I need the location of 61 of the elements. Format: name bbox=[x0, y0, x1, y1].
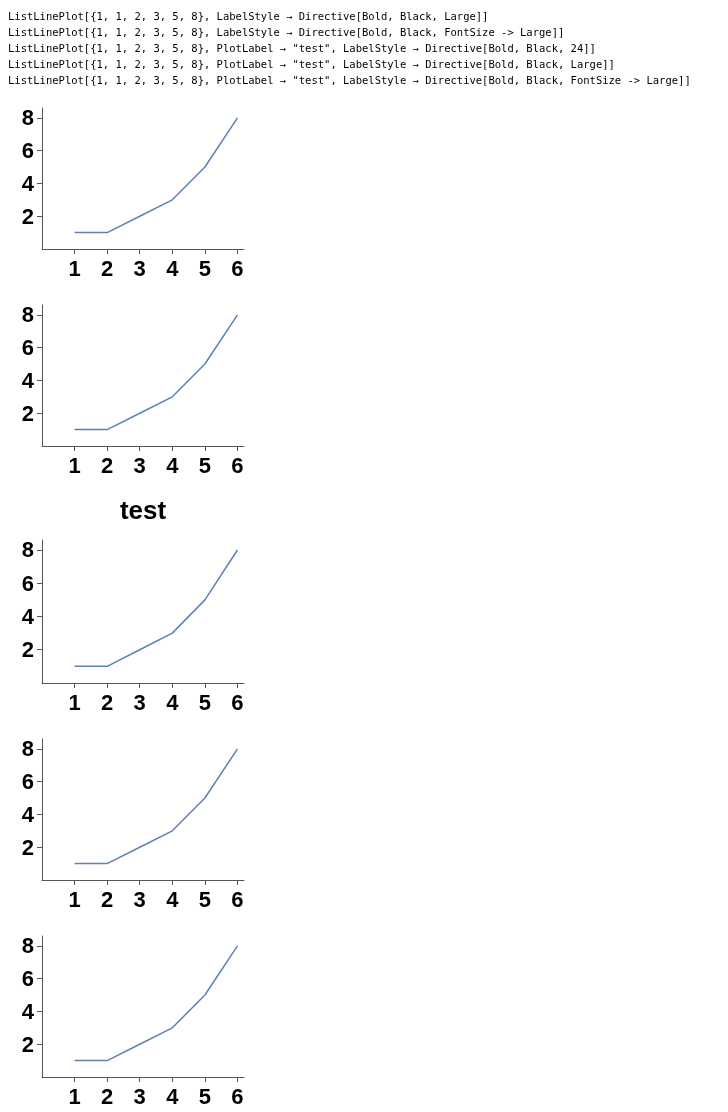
x-tick-label: 1 bbox=[68, 886, 81, 912]
y-tick-label: 2 bbox=[21, 400, 34, 426]
x-tick-label: 4 bbox=[166, 886, 180, 912]
x-tick-label: 3 bbox=[133, 689, 146, 715]
text: ListLinePlot[{1, 1, 2, 3, 5, 8}, PlotLabel → "test", LabelStyle → Directive[Bold, Black, 24]] bbox=[8, 41, 597, 56]
x-tick-label: 5 bbox=[198, 255, 212, 281]
y-tick-label: 2 bbox=[21, 203, 34, 229]
x-tick-label: 3 bbox=[133, 886, 146, 912]
y-tick-label: 4 bbox=[21, 367, 35, 393]
text: ListLinePlot[{1, 1, 2, 3, 5, 8}, LabelStyle → Directive[Bold, Black, FontSize -> Large]] bbox=[8, 25, 566, 40]
x-tick-label: 2 bbox=[101, 689, 114, 715]
x-tick-label: 5 bbox=[198, 886, 212, 912]
x-tick-label: 3 bbox=[133, 255, 146, 281]
y-tick-label: 8 bbox=[21, 105, 34, 131]
x-tick-label: 6 bbox=[231, 255, 244, 281]
y-tick-label: 6 bbox=[21, 138, 34, 164]
x-tick-label: 3 bbox=[133, 1083, 146, 1109]
y-tick-label: 6 bbox=[21, 966, 34, 992]
y-tick-label: 4 bbox=[21, 603, 35, 629]
y-tick-label: 4 bbox=[21, 170, 35, 196]
y-tick-label: 4 bbox=[21, 801, 35, 827]
x-tick-label: 5 bbox=[198, 1083, 212, 1109]
text: ListLinePlot[{1, 1, 2, 3, 5, 8}, PlotLabel → "test", LabelStyle → Directive[Bold, Black, FontSize -> Large]] bbox=[8, 73, 692, 88]
x-tick-label: 1 bbox=[68, 255, 81, 281]
x-tick-label: 5 bbox=[198, 452, 212, 478]
y-tick-label: 8 bbox=[21, 736, 34, 762]
y-tick-label: 8 bbox=[21, 933, 34, 959]
chart-title: test bbox=[119, 495, 167, 525]
line-series bbox=[73, 748, 239, 865]
x-tick-label: 6 bbox=[231, 1083, 244, 1109]
text: ListLinePlot[{1, 1, 2, 3, 5, 8}, PlotLabel → "test", LabelStyle → Directive[Bold, Black, Large]] bbox=[8, 57, 616, 72]
x-tick-label: 2 bbox=[101, 452, 114, 478]
x-tick-label: 5 bbox=[198, 689, 212, 715]
line-series bbox=[73, 314, 239, 431]
x-tick-label: 4 bbox=[166, 689, 180, 715]
y-tick-label: 2 bbox=[21, 834, 34, 860]
y-tick-label: 2 bbox=[21, 1031, 34, 1057]
y-tick-label: 6 bbox=[21, 769, 34, 795]
line-series bbox=[73, 117, 239, 234]
y-tick-label: 8 bbox=[21, 302, 34, 328]
y-tick-label: 4 bbox=[21, 998, 35, 1024]
x-tick-label: 1 bbox=[68, 1083, 81, 1109]
x-tick-label: 4 bbox=[166, 1083, 180, 1109]
line-series bbox=[73, 549, 239, 668]
x-tick-label: 6 bbox=[231, 689, 244, 715]
y-tick-label: 6 bbox=[21, 570, 34, 596]
x-tick-label: 2 bbox=[101, 886, 114, 912]
x-tick-label: 4 bbox=[166, 255, 180, 281]
x-tick-label: 1 bbox=[68, 452, 81, 478]
text: ListLinePlot[{1, 1, 2, 3, 5, 8}, LabelStyle → Directive[Bold, Black, Large]] bbox=[8, 9, 490, 24]
x-tick-label: 2 bbox=[101, 255, 114, 281]
y-tick-label: 2 bbox=[21, 637, 34, 663]
x-tick-label: 4 bbox=[166, 452, 180, 478]
x-tick-label: 6 bbox=[231, 886, 244, 912]
x-tick-label: 3 bbox=[133, 452, 146, 478]
y-tick-label: 6 bbox=[21, 335, 34, 361]
x-tick-label: 6 bbox=[231, 452, 244, 478]
x-tick-label: 1 bbox=[68, 689, 81, 715]
x-tick-label: 2 bbox=[101, 1083, 114, 1109]
y-tick-label: 8 bbox=[21, 537, 34, 563]
line-series bbox=[73, 945, 239, 1062]
